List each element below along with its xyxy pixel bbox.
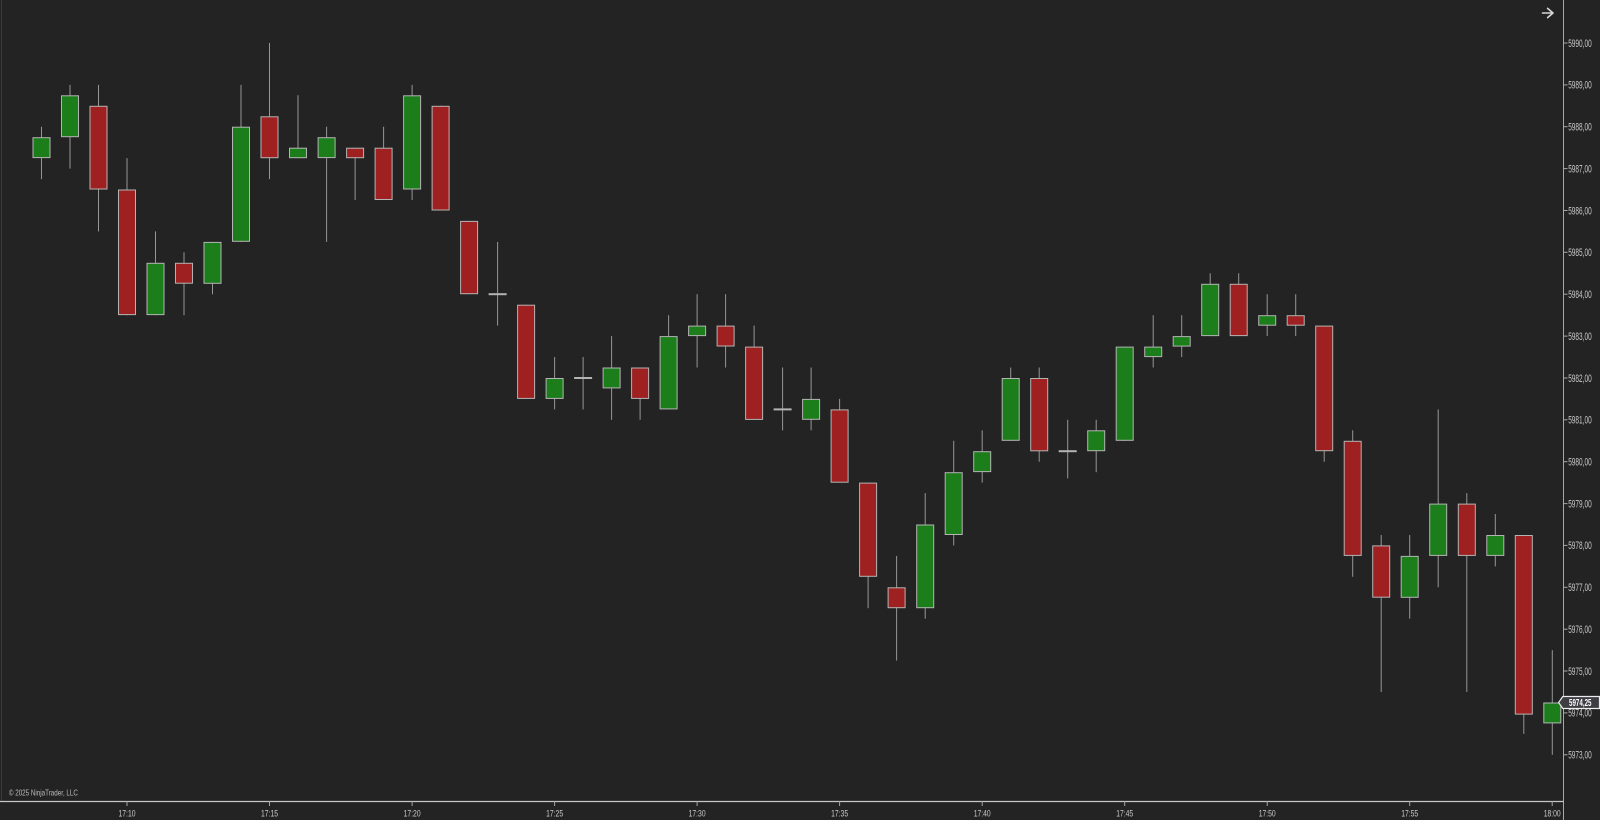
svg-text:5975,00: 5975,00 <box>1568 666 1592 678</box>
svg-text:5986,00: 5986,00 <box>1568 205 1592 217</box>
svg-text:5982,00: 5982,00 <box>1568 373 1592 385</box>
svg-text:5974,25: 5974,25 <box>1569 698 1592 709</box>
svg-text:5989,00: 5989,00 <box>1568 80 1592 92</box>
svg-text:5979,00: 5979,00 <box>1568 498 1592 510</box>
svg-text:5976,00: 5976,00 <box>1568 624 1592 636</box>
svg-text:17:35: 17:35 <box>831 808 848 819</box>
svg-text:5990,00: 5990,00 <box>1568 38 1592 50</box>
svg-text:5983,00: 5983,00 <box>1568 331 1592 343</box>
svg-text:17:40: 17:40 <box>974 808 991 819</box>
svg-text:17:55: 17:55 <box>1401 808 1418 819</box>
svg-text:5974,00: 5974,00 <box>1568 708 1592 720</box>
svg-text:5981,00: 5981,00 <box>1568 415 1592 427</box>
svg-text:5978,00: 5978,00 <box>1568 540 1592 552</box>
svg-text:5977,00: 5977,00 <box>1568 582 1592 594</box>
svg-text:17:30: 17:30 <box>689 808 706 819</box>
svg-text:5984,00: 5984,00 <box>1568 289 1592 301</box>
svg-text:17:50: 17:50 <box>1259 808 1276 819</box>
svg-text:5973,00: 5973,00 <box>1568 750 1592 762</box>
svg-text:17:20: 17:20 <box>404 808 421 819</box>
svg-text:5980,00: 5980,00 <box>1568 457 1592 469</box>
svg-text:17:45: 17:45 <box>1116 808 1133 819</box>
svg-text:17:10: 17:10 <box>119 808 136 819</box>
svg-text:18:00: 18:00 <box>1544 808 1561 819</box>
svg-text:© 2025 NinjaTrader, LLC: © 2025 NinjaTrader, LLC <box>9 788 78 798</box>
svg-text:17:15: 17:15 <box>261 808 278 819</box>
svg-text:5985,00: 5985,00 <box>1568 247 1592 259</box>
svg-text:5988,00: 5988,00 <box>1568 122 1592 134</box>
svg-text:17:25: 17:25 <box>546 808 563 819</box>
svg-text:5987,00: 5987,00 <box>1568 163 1592 175</box>
